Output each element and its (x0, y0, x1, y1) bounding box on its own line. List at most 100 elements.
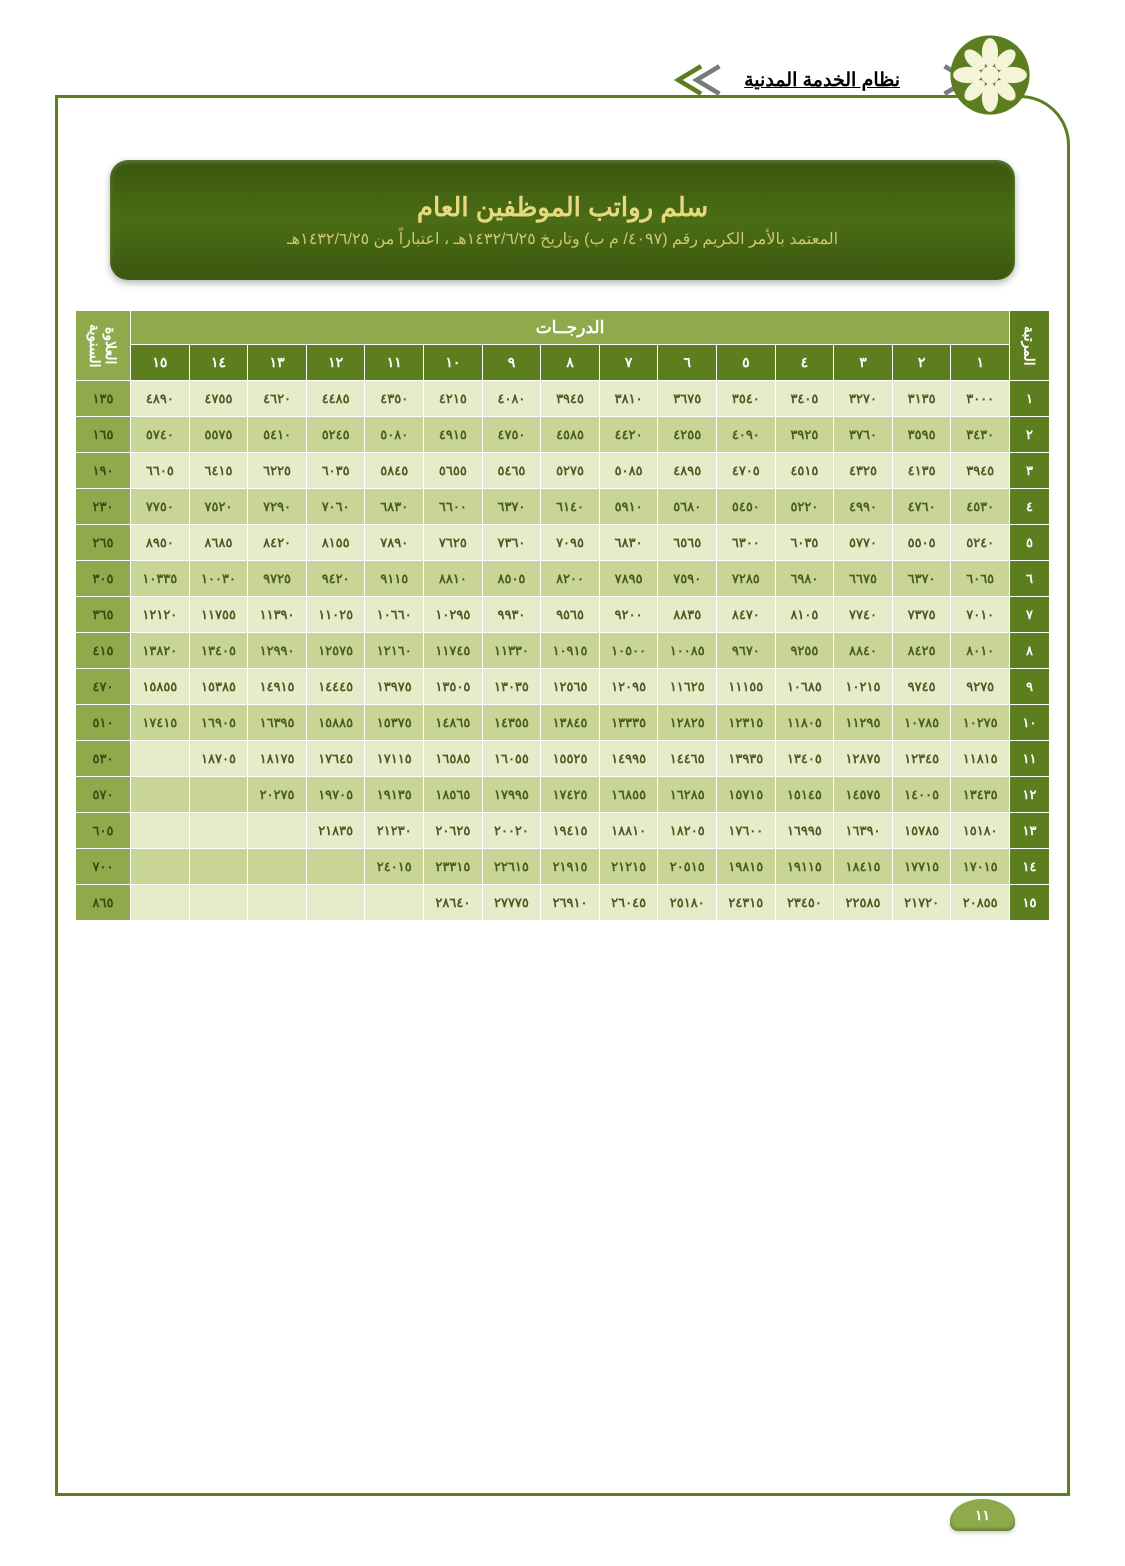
salary-cell (189, 777, 248, 813)
salary-cell: ٦٠٣٥ (775, 525, 834, 561)
banner-title: سلم رواتب الموظفين العام (417, 192, 708, 223)
rank-cell: ٣ (1010, 453, 1050, 489)
salary-cell (189, 813, 248, 849)
salary-cell: ٥٤٦٥ (482, 453, 541, 489)
salary-cell: ١٩٤١٥ (541, 813, 600, 849)
salary-cell: ٤٧٥٠ (482, 417, 541, 453)
salary-cell: ٦٣٧٠ (482, 489, 541, 525)
salary-cell: ٧٢٩٠ (248, 489, 307, 525)
salary-cell: ٤٥٣٠ (951, 489, 1010, 525)
salary-cell: ٦٢٢٥ (248, 453, 307, 489)
salary-cell: ٧٧٤٠ (834, 597, 893, 633)
salary-cell: ٤٥٨٥ (541, 417, 600, 453)
salary-cell: ١٧٧١٥ (892, 849, 951, 885)
salary-cell: ١٨٧٠٥ (189, 741, 248, 777)
salary-cell: ١٧٤١٥ (131, 705, 190, 741)
salary-cell: ١١٣٩٠ (248, 597, 307, 633)
header-row: نظام الخدمة المدنية (55, 60, 995, 100)
salary-cell (189, 849, 248, 885)
bonus-cell: ٣٠٥ (76, 561, 131, 597)
salary-cell: ٥٩١٠ (599, 489, 658, 525)
salary-cell: ٣١٣٥ (892, 381, 951, 417)
salary-cell: ١٧٦٤٥ (306, 741, 365, 777)
salary-cell: ٢٣٣١٥ (424, 849, 483, 885)
salary-cell: ١٥١٤٥ (775, 777, 834, 813)
salary-cell: ٥٢٧٥ (541, 453, 600, 489)
degree-header-cell: ١١ (365, 345, 424, 381)
salary-cell: ٩٧٤٥ (892, 669, 951, 705)
salary-cell: ٢٠٨٥٥ (951, 885, 1010, 921)
salary-cell: ٨١٥٥ (306, 525, 365, 561)
degree-header-cell: ٧ (599, 345, 658, 381)
salary-cell: ١٤٣٥٥ (482, 705, 541, 741)
rank-cell: ١١ (1010, 741, 1050, 777)
bonus-cell: ٥٧٠ (76, 777, 131, 813)
degree-header-cell: ١٣ (248, 345, 307, 381)
salary-cell: ٨٨٣٥ (658, 597, 717, 633)
degree-header-cell: ١٤ (189, 345, 248, 381)
salary-cell: ٣٩٤٥ (541, 381, 600, 417)
salary-cell: ٤٣٥٠ (365, 381, 424, 417)
salary-cell: ١١٨١٥ (951, 741, 1010, 777)
salary-cell: ٦٨٣٠ (599, 525, 658, 561)
salary-cell: ١١٠٢٥ (306, 597, 365, 633)
salary-cell: ٦٦٧٥ (834, 561, 893, 597)
salary-cell: ٨٢٠٠ (541, 561, 600, 597)
degree-header-cell: ٢ (892, 345, 951, 381)
salary-cell: ٥٢٢٠ (775, 489, 834, 525)
salary-cell: ٤١٣٥ (892, 453, 951, 489)
salary-cell: ٢١٩١٥ (541, 849, 600, 885)
salary-cell: ١٦٣٩٠ (834, 813, 893, 849)
table-row: ١٢١٣٤٣٥١٤٠٠٥١٤٥٧٥١٥١٤٥١٥٧١٥١٦٢٨٥١٦٨٥٥١٧٤… (76, 777, 1050, 813)
salary-cell: ٤٢٥٥ (658, 417, 717, 453)
salary-cell: ١٣٨٢٠ (131, 633, 190, 669)
table-row: ١٥٢٠٨٥٥٢١٧٢٠٢٢٥٨٥٢٣٤٥٠٢٤٣١٥٢٥١٨٠٢٦٠٤٥٢٦٩… (76, 885, 1050, 921)
salary-cell: ٥٧٧٠ (834, 525, 893, 561)
salary-cell: ١٧١١٥ (365, 741, 424, 777)
degree-labels-row: ١٢٣٤٥٦٧٨٩١٠١١١٢١٣١٤١٥ (76, 345, 1050, 381)
rank-cell: ١٠ (1010, 705, 1050, 741)
salary-cell: ١٣٩٣٥ (717, 741, 776, 777)
salary-cell: ٤٩١٥ (424, 417, 483, 453)
salary-cell: ٢٥١٨٠ (658, 885, 717, 921)
salary-cell: ٣٥٤٠ (717, 381, 776, 417)
salary-cell: ١٨٥٦٥ (424, 777, 483, 813)
chevron-left-icon (669, 60, 724, 100)
salary-cell: ١٠٧٨٥ (892, 705, 951, 741)
salary-cell: ٩٧٢٥ (248, 561, 307, 597)
degree-header-cell: ٦ (658, 345, 717, 381)
salary-cell: ١١٦٢٥ (658, 669, 717, 705)
degree-header-cell: ٤ (775, 345, 834, 381)
salary-cell: ١٢٨٧٥ (834, 741, 893, 777)
degree-header-cell: ١٢ (306, 345, 365, 381)
salary-cell: ٥٦٥٥ (424, 453, 483, 489)
salary-cell: ١٦٣٩٥ (248, 705, 307, 741)
salary-cell: ٤٥١٥ (775, 453, 834, 489)
table-row: ١١١١٨١٥١٢٣٤٥١٢٨٧٥١٣٤٠٥١٣٩٣٥١٤٤٦٥١٤٩٩٥١٥٥… (76, 741, 1050, 777)
table-row: ١٠١٠٢٧٥١٠٧٨٥١١٢٩٥١١٨٠٥١٢٣١٥١٢٨٢٥١٣٣٣٥١٣٨… (76, 705, 1050, 741)
salary-cell: ٢٦٩١٠ (541, 885, 600, 921)
page: نظام الخدمة المدنية سلم رواتب الموظفين ا… (0, 0, 1125, 1566)
table-row: ١٤١٧٠١٥١٧٧١٥١٨٤١٥١٩١١٥١٩٨١٥٢٠٥١٥٢١٢١٥٢١٩… (76, 849, 1050, 885)
salary-cell: ٦٣٧٠ (892, 561, 951, 597)
table-row: ٦٦٠٦٥٦٣٧٠٦٦٧٥٦٩٨٠٧٢٨٥٧٥٩٠٧٨٩٥٨٢٠٠٨٥٠٥٨٨١… (76, 561, 1050, 597)
rank-cell: ٩ (1010, 669, 1050, 705)
salary-cell: ١٤٤٦٥ (658, 741, 717, 777)
salary-cell (189, 885, 248, 921)
salary-cell: ٨٤٢٠ (248, 525, 307, 561)
salary-cell: ٨٥٠٥ (482, 561, 541, 597)
salary-cell: ١١٣٣٠ (482, 633, 541, 669)
bonus-cell: ٣٦٥ (76, 597, 131, 633)
salary-cell (248, 885, 307, 921)
salary-cell: ٤٩٩٠ (834, 489, 893, 525)
salary-cell: ١٠٦٨٥ (775, 669, 834, 705)
table-head: المرتبة الدرجــات العلاوة السنوية ١٢٣٤٥٦… (76, 311, 1050, 381)
salary-cell: ٨٤٧٠ (717, 597, 776, 633)
salary-cell: ١٠٣٣٥ (131, 561, 190, 597)
salary-cell: ١٣٨٤٥ (541, 705, 600, 741)
salary-cell: ٤٨٩٥ (658, 453, 717, 489)
salary-cell: ١٠٥٠٠ (599, 633, 658, 669)
salary-cell: ١١٧٥٥ (189, 597, 248, 633)
salary-cell: ٤٧٦٠ (892, 489, 951, 525)
salary-cell: ٨٦٨٥ (189, 525, 248, 561)
